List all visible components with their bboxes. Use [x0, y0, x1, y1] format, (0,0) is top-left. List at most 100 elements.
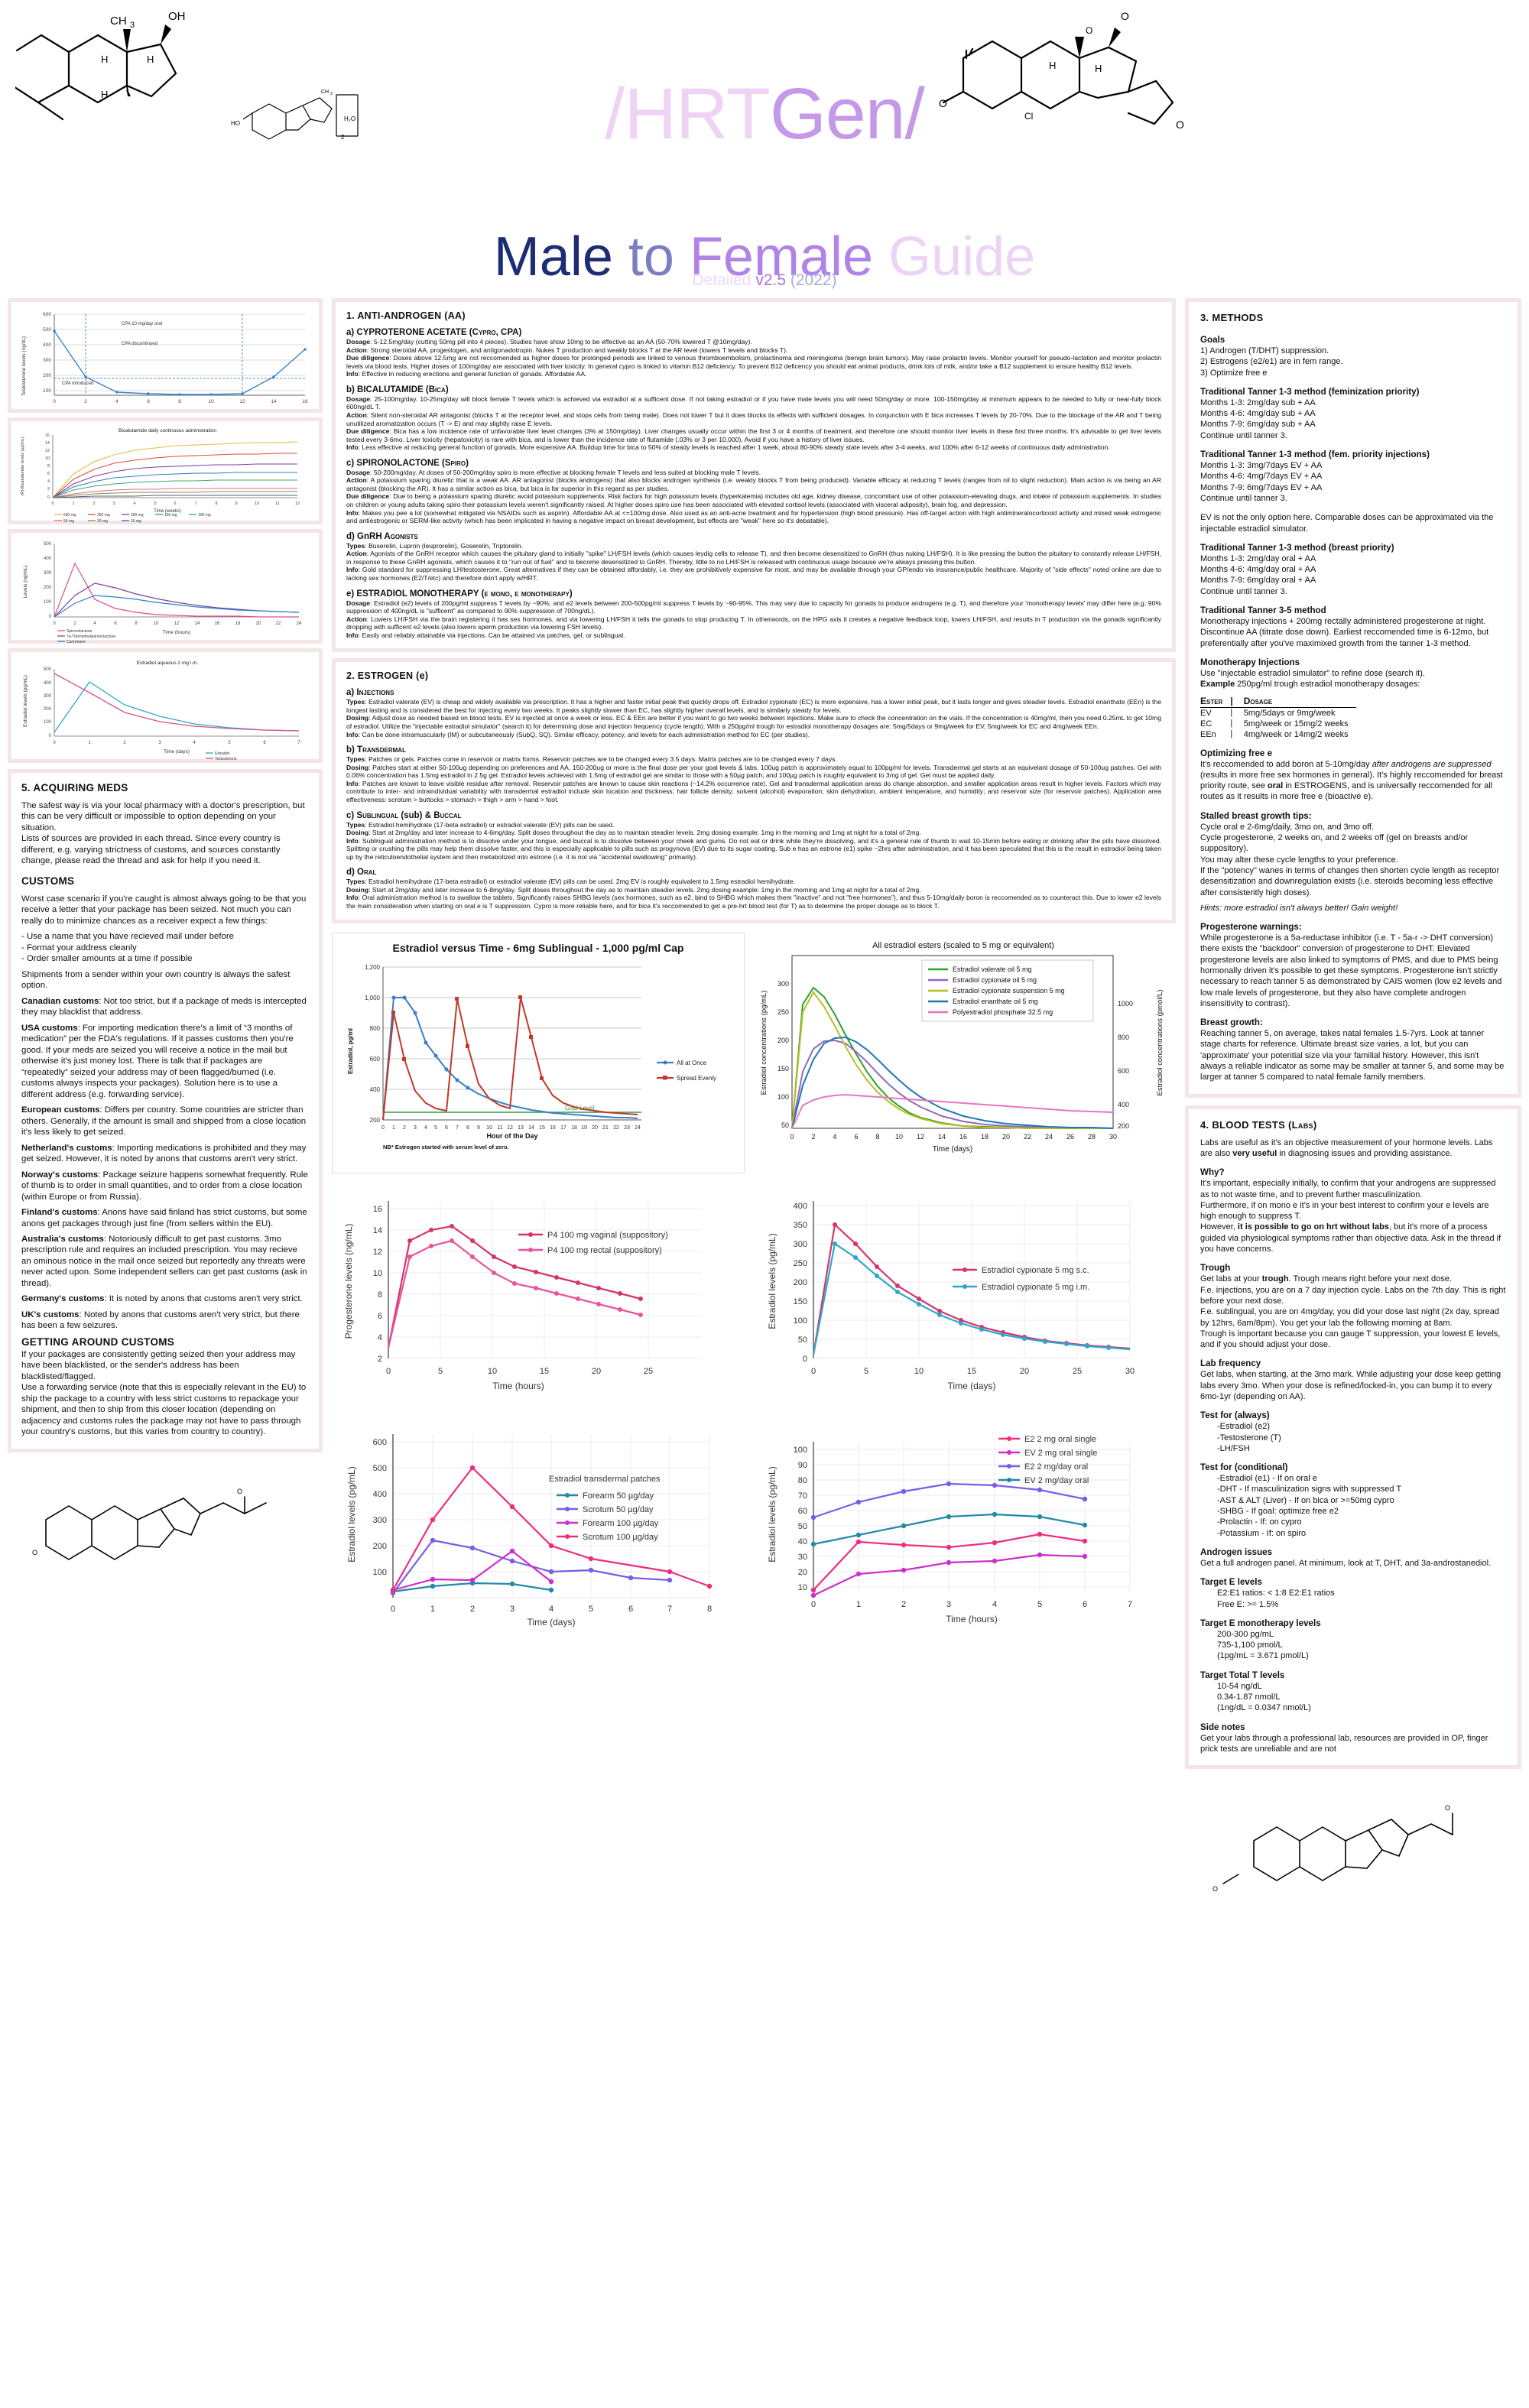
svg-text:H₂O: H₂O — [344, 115, 355, 122]
svg-text:3: 3 — [158, 741, 161, 745]
svg-text:25: 25 — [1073, 1367, 1082, 1376]
chart-footnote: NB* Estrogen started with serum level of… — [383, 1144, 509, 1150]
section-estrogen: 2. ESTROGEN (e) a) Injections Types: Est… — [332, 658, 1176, 923]
svg-text:5: 5 — [1037, 1600, 1042, 1609]
svg-text:28: 28 — [1088, 1133, 1096, 1141]
dose-1: 5mg/week or 15mg/2 weeks — [1243, 719, 1349, 729]
inj-label-2: Info — [346, 730, 359, 738]
inj-label-1: Dosing — [346, 714, 369, 722]
estradiol-molecule-diagram: CH 3 OH H H H — [15, 6, 245, 144]
svg-text:25: 25 — [644, 1367, 653, 1376]
svg-text:26: 26 — [1066, 1133, 1074, 1141]
chart-panel-estradiol-aqueous: Estradiol aqueous 2 mg i.m. 500 400 300 20… — [8, 648, 323, 763]
target-e-1: Free E: >= 1.5% — [1217, 1599, 1279, 1609]
oral-label-2: Info — [346, 894, 359, 902]
mono-example-text: 250pg/ml trough estradiol monotherapy do… — [1235, 680, 1420, 690]
trough-t1: Get labs at your — [1200, 1274, 1262, 1284]
oral-text-0: : Estradiol hemihydrate (17-beta estradi… — [365, 878, 795, 886]
trough-t2: . Trough means right before your next do… — [1288, 1274, 1452, 1284]
inj-line-2: Info: Can be done intramuscularly (IM) o… — [346, 731, 1161, 739]
chart-panel-testosterone-cpa: 600 500 400 300 200 100 0 2 4 6 8 10 12 14 16 Test… — [8, 298, 323, 413]
td-label-1: Dosing — [346, 763, 369, 771]
section-anti-androgen: 1. ANTI-ANDROGEN (AA) a) CYPROTERONE ACE… — [332, 298, 1176, 653]
drug-head-spiro-sc: Spiro — [444, 458, 466, 468]
svg-text:200 mg: 200 mg — [131, 513, 144, 518]
sub-label-1: Dosing — [346, 829, 369, 837]
annotation-cpa-introduced: CPA introduced — [62, 381, 93, 386]
gnrh-line-1: Action: Agonists of the GnRH receptor wh… — [346, 550, 1161, 566]
labs-intro: Labs are useful as it's an objective mea… — [1200, 1137, 1506, 1160]
svg-text:All estradiol esters (scaled t: All estradiol esters (scaled to 5 mg or … — [872, 941, 1054, 950]
version-detailed: Detailed — [692, 271, 756, 289]
optimizing-title: Optimizing free e — [1200, 748, 1273, 758]
svg-text:Spironolactone: Spironolactone — [67, 629, 93, 634]
svg-text:H: H — [101, 54, 108, 65]
bica-line-0: Dosage: 25-100mg/day. 10-25mg/day will b… — [346, 395, 1161, 411]
svg-text:O: O — [1086, 25, 1092, 36]
svg-text:14: 14 — [528, 1125, 534, 1131]
svg-text:350: 350 — [794, 1221, 807, 1230]
svg-text:4: 4 — [833, 1133, 836, 1141]
trough-line-4: Trough is important because you can gaug… — [1200, 1329, 1501, 1350]
svg-text:16: 16 — [959, 1133, 967, 1141]
labs-intro-1: Labs are useful as it's an objective mea… — [1200, 1137, 1493, 1158]
opt-t3: in ESTROGENS, and is universally reccome… — [1200, 781, 1493, 802]
svg-text:18: 18 — [235, 621, 241, 626]
trough-line-1: Get labs at your trough. Trough means ri… — [1200, 1274, 1506, 1284]
drug-head-sub-sc2: uccal — [440, 810, 462, 820]
col-divider: | — [1230, 695, 1244, 708]
svg-text:6: 6 — [147, 399, 150, 404]
svg-text:100: 100 — [794, 1446, 807, 1455]
svg-text:CH: CH — [321, 89, 329, 95]
svg-text:10: 10 — [914, 1367, 924, 1376]
section4-title-b: ) — [1313, 1118, 1317, 1131]
subtitle-to: to — [628, 226, 690, 287]
oral-text-2: : Oral administration method is to swall… — [346, 894, 1161, 910]
sub-line-1: Dosing: Start at 2mg/day and later incre… — [346, 829, 1161, 837]
target-mono-1: 735-1,100 pmol/L — [1217, 1640, 1283, 1650]
td-text-1: : Patches start at either 50-100ug depen… — [346, 763, 1161, 780]
emono-text-2: : Easily and reliably attainable via inj… — [358, 631, 625, 639]
svg-text:Time (hours): Time (hours) — [946, 1614, 998, 1624]
drug-head-gnrh-a: d) GnRH A — [346, 531, 391, 541]
svg-text:2: 2 — [123, 741, 126, 745]
oral-line-1: Dosing: Start at 2mg/day and later incre… — [346, 886, 1161, 894]
mono-line-1: Use "injectable estradiol simulator" to … — [1200, 668, 1425, 678]
svg-text:400: 400 — [44, 557, 52, 561]
svg-text:5: 5 — [154, 501, 156, 506]
dose-2: 4mg/week or 14mg/2 weeks — [1243, 729, 1349, 739]
svg-text:16: 16 — [373, 1205, 382, 1214]
oral-line-2: Info: Oral administration method is to s… — [346, 894, 1161, 910]
svg-text:20: 20 — [256, 621, 261, 626]
svg-text:O: O — [32, 1549, 37, 1556]
col-header-ester: Ester — [1200, 695, 1231, 708]
target-mono-title: Target E monotherapy levels — [1200, 1618, 1321, 1628]
test-cond-5: -Potassium - If: on spiro — [1217, 1528, 1307, 1538]
svg-text:17: 17 — [560, 1125, 566, 1131]
sub-line-2: Info: Sublingual administration method i… — [346, 837, 1161, 862]
svg-text:150 mg: 150 mg — [164, 513, 177, 518]
estradiol-hemihydrate-molecule-diagram: HO CH 3 H₂O 2 — [229, 83, 428, 144]
target-t-1: 0.34-1.87 nmol/L — [1217, 1692, 1281, 1702]
monotherapy-dosage-table: Ester | Dosage EV | 5mg/5days or 9mg/wee… — [1200, 695, 1356, 740]
svg-text:5: 5 — [864, 1367, 868, 1376]
page-subtitle: Male to Female Guide — [0, 229, 1529, 284]
svg-text:2: 2 — [811, 1133, 815, 1141]
svg-text:3: 3 — [414, 1125, 417, 1131]
svg-text:12: 12 — [239, 399, 245, 404]
svg-text:9: 9 — [235, 501, 237, 506]
spiro-text-2: : Due to being a potassium sparing diure… — [346, 492, 1162, 508]
why-p2: Furthermore, if on mono e it's in your b… — [1200, 1200, 1489, 1222]
cypro-text-0: : 5-12.5mg/day (cutting 50mg pill into 4… — [370, 338, 752, 346]
tanner35-title: Traditional Tanner 3-5 method — [1200, 605, 1326, 616]
svg-text:7: 7 — [194, 501, 196, 506]
trough-title: Trough — [1200, 1263, 1231, 1274]
svg-text:Hour of the Day: Hour of the Day — [486, 1132, 537, 1140]
cyproterone-acetate-molecule-diagram: O O O Cl H H O — [933, 8, 1193, 157]
section5-intro-0: The safest way is via your local pharmac… — [21, 801, 305, 832]
drug-head-spiro: c) SPIRONOLACTONE (Spiro) — [346, 459, 1161, 468]
bica-text-3: : Less effective at reducing general fun… — [358, 443, 1110, 452]
oral-label-0: Types — [346, 878, 365, 886]
svg-text:4: 4 — [424, 1125, 427, 1131]
